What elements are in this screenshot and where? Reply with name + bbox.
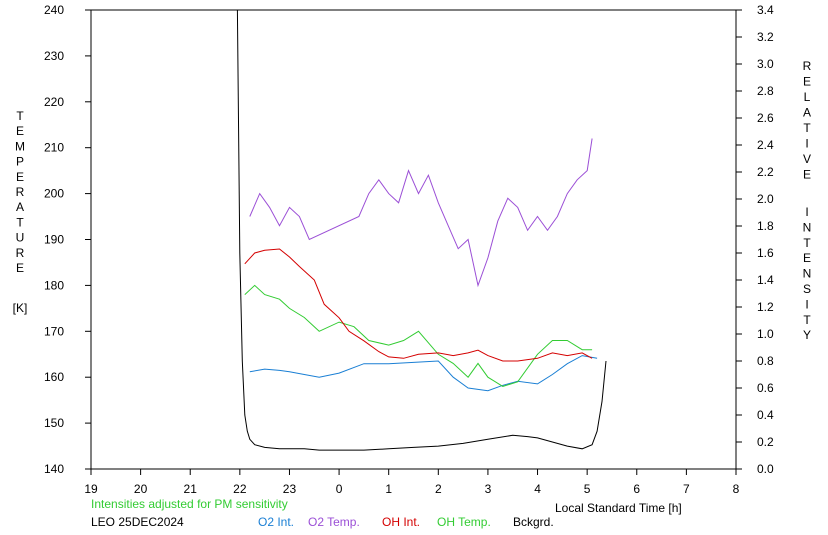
right-y-label-letter: E <box>803 168 811 182</box>
right-y-tick-label: 2.4 <box>757 138 774 152</box>
left-y-tick-label: 200 <box>44 187 64 201</box>
series-layer <box>236 9 607 451</box>
right-y-label-letter: S <box>803 282 811 296</box>
left-y-label-letter: T <box>16 215 24 229</box>
right-y-label-letter: V <box>803 152 811 166</box>
right-y-tick-label: 3.0 <box>757 57 774 71</box>
left-y-tick-label: 170 <box>44 324 64 338</box>
right-y-label-letter: N <box>803 267 812 281</box>
x-axis-label: Local Standard Time [h] <box>555 501 682 515</box>
right-y-tick-label: 3.4 <box>757 3 774 17</box>
left-y-tick-label: 160 <box>44 370 64 384</box>
x-tick-label: 22 <box>233 482 247 496</box>
right-y-tick-label: 3.2 <box>757 30 774 44</box>
left-y-label-letter: R <box>16 246 25 260</box>
right-y-tick-label: 1.4 <box>757 273 774 287</box>
right-y-label-letter: T <box>803 236 811 250</box>
right-y-tick-label: 1.0 <box>757 327 774 341</box>
left-y-tick-label: 230 <box>44 49 64 63</box>
x-tick-label: 1 <box>385 482 392 496</box>
legend-item: O2 Int. <box>258 515 294 529</box>
legend-item: OH Temp. <box>437 515 491 529</box>
right-y-label-letter: A <box>803 106 811 120</box>
left-y-tick-label: 240 <box>44 3 64 17</box>
right-y-label-letter: T <box>803 121 811 135</box>
right-y-tick-label: 2.2 <box>757 165 774 179</box>
left-y-tick-label: 190 <box>44 233 64 247</box>
left-y-label-letter: E <box>16 170 24 184</box>
right-y-tick-label: 2.0 <box>757 192 774 206</box>
right-y-label-letter: E <box>803 251 811 265</box>
right-y-label-letter: T <box>803 313 811 327</box>
legend-item: O2 Temp. <box>308 515 360 529</box>
left-y-tick-label: 150 <box>44 416 64 430</box>
left-y-tick-label: 210 <box>44 141 64 155</box>
left-y-label-letter: P <box>16 155 24 169</box>
right-y-tick-label: 1.2 <box>757 300 774 314</box>
left-y-label-letter: T <box>16 109 24 123</box>
x-tick-label: 21 <box>184 482 198 496</box>
right-y-label-letter: I <box>805 297 808 311</box>
x-tick-label: 2 <box>435 482 442 496</box>
pm-sensitivity-note: Intensities adjusted for PM sensitivity <box>91 497 288 511</box>
x-tick-label: 3 <box>485 482 492 496</box>
plot-frame <box>90 9 737 470</box>
right-y-label-letter: I <box>805 205 808 219</box>
right-y-tick-label: 1.8 <box>757 219 774 233</box>
x-tick-label: 4 <box>534 482 541 496</box>
legend-item: Bckgrd. <box>513 515 554 529</box>
right-y-label-letter: N <box>803 220 812 234</box>
x-tick-label: 6 <box>633 482 640 496</box>
left-y-tick-label: 180 <box>44 278 64 292</box>
right-y-tick-label: 1.6 <box>757 246 774 260</box>
x-tick-label: 19 <box>84 482 98 496</box>
right-y-label-letter: R <box>803 59 812 73</box>
x-tick-label: 5 <box>584 482 591 496</box>
right-y-tick-label: 0.0 <box>757 462 774 476</box>
right-y-label-letter: L <box>804 90 811 104</box>
left-y-label-letter: R <box>16 185 25 199</box>
x-tick-label: 23 <box>283 482 297 496</box>
series-line-o2-int <box>249 355 598 392</box>
left-y-tick-label: 140 <box>44 462 64 476</box>
x-tick-label: 0 <box>336 482 343 496</box>
left-y-tick-label: 220 <box>44 95 64 109</box>
site-date-label: LEO 25DEC2024 <box>91 515 184 529</box>
legend: O2 Int. O2 Temp. OH Int. OH Temp. Bckgrd. <box>258 515 554 529</box>
x-tick-label: 20 <box>134 482 148 496</box>
axis-tick-labels: 19 20 21 22 23 0 1 2 3 4 5 6 7 8140150160170180190200… <box>44 3 774 496</box>
legend-item: OH Int. <box>382 515 420 529</box>
right-y-tick-label: 2.6 <box>757 111 774 125</box>
right-y-tick-label: 0.4 <box>757 408 774 422</box>
right-y-label-letter: E <box>803 75 811 89</box>
series-line-oh-temp <box>244 284 593 387</box>
series-line-o2-temp <box>249 138 593 288</box>
left-y-label-letter: [K] <box>13 301 28 315</box>
axis-ticks <box>85 9 742 475</box>
right-y-tick-label: 0.2 <box>757 435 774 449</box>
left-y-label-letter: M <box>15 139 25 153</box>
x-tick-label: 7 <box>683 482 690 496</box>
left-y-label-letter: U <box>16 231 25 245</box>
right-y-tick-label: 2.8 <box>757 84 774 98</box>
x-tick-label: 8 <box>733 482 740 496</box>
left-y-label-letter: A <box>16 200 24 214</box>
series-line-oh-int <box>244 248 593 362</box>
left-y-label-letter: E <box>16 124 24 138</box>
right-y-tick-label: 0.6 <box>757 381 774 395</box>
series-line-bckgrd <box>236 9 607 451</box>
right-y-label-letter: Y <box>803 328 811 342</box>
left-y-label-letter: E <box>16 261 24 275</box>
right-y-label-letter: I <box>805 137 808 151</box>
right-y-tick-label: 0.8 <box>757 354 774 368</box>
